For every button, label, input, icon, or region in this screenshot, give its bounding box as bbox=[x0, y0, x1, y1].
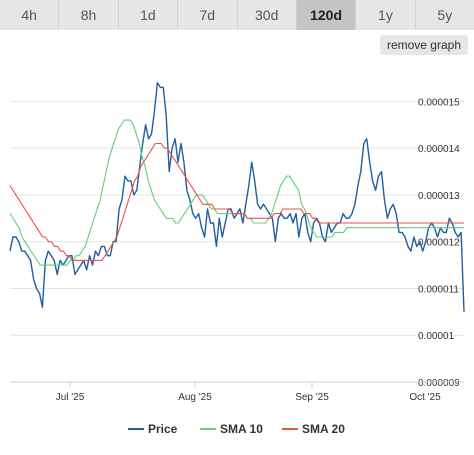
y-tick-label: 0.000014 bbox=[418, 144, 460, 155]
series-line-price bbox=[9, 81, 465, 312]
series-line-sma-10 bbox=[9, 119, 464, 266]
tab-1d[interactable]: 1d bbox=[119, 0, 179, 30]
y-tick-label: 0.000011 bbox=[418, 284, 459, 295]
legend-label-sma-10[interactable]: SMA 10 bbox=[220, 422, 263, 436]
tab-1y[interactable]: 1y bbox=[356, 0, 416, 30]
y-tick-label: 0.00001 bbox=[418, 331, 455, 342]
timeframe-tabs: 4h 8h 1d 7d 30d 120d 1y 5y bbox=[0, 0, 474, 30]
remove-graph-button[interactable]: remove graph bbox=[379, 35, 468, 55]
tab-8h[interactable]: 8h bbox=[59, 0, 119, 30]
y-tick-label: 0.000012 bbox=[418, 238, 460, 249]
legend-label-sma-20[interactable]: SMA 20 bbox=[302, 422, 345, 436]
y-tick-label: 0.000009 bbox=[418, 378, 460, 389]
tab-4h[interactable]: 4h bbox=[0, 0, 60, 30]
x-tick-label: Aug '25 bbox=[178, 392, 212, 403]
legend-label-price[interactable]: Price bbox=[148, 422, 178, 436]
x-tick-label: Jul '25 bbox=[56, 392, 85, 403]
tab-30d[interactable]: 30d bbox=[238, 0, 297, 30]
y-tick-label: 0.000015 bbox=[418, 97, 460, 108]
y-tick-label: 0.000013 bbox=[418, 191, 460, 202]
tab-5y[interactable]: 5y bbox=[437, 7, 453, 23]
tab-120d[interactable]: 120d bbox=[296, 0, 357, 30]
tab-7d[interactable]: 7d bbox=[178, 0, 238, 30]
x-tick-label: Sep '25 bbox=[295, 392, 329, 403]
series-line-sma-20 bbox=[9, 142, 464, 261]
x-tick-label: Oct '25 bbox=[409, 392, 441, 403]
